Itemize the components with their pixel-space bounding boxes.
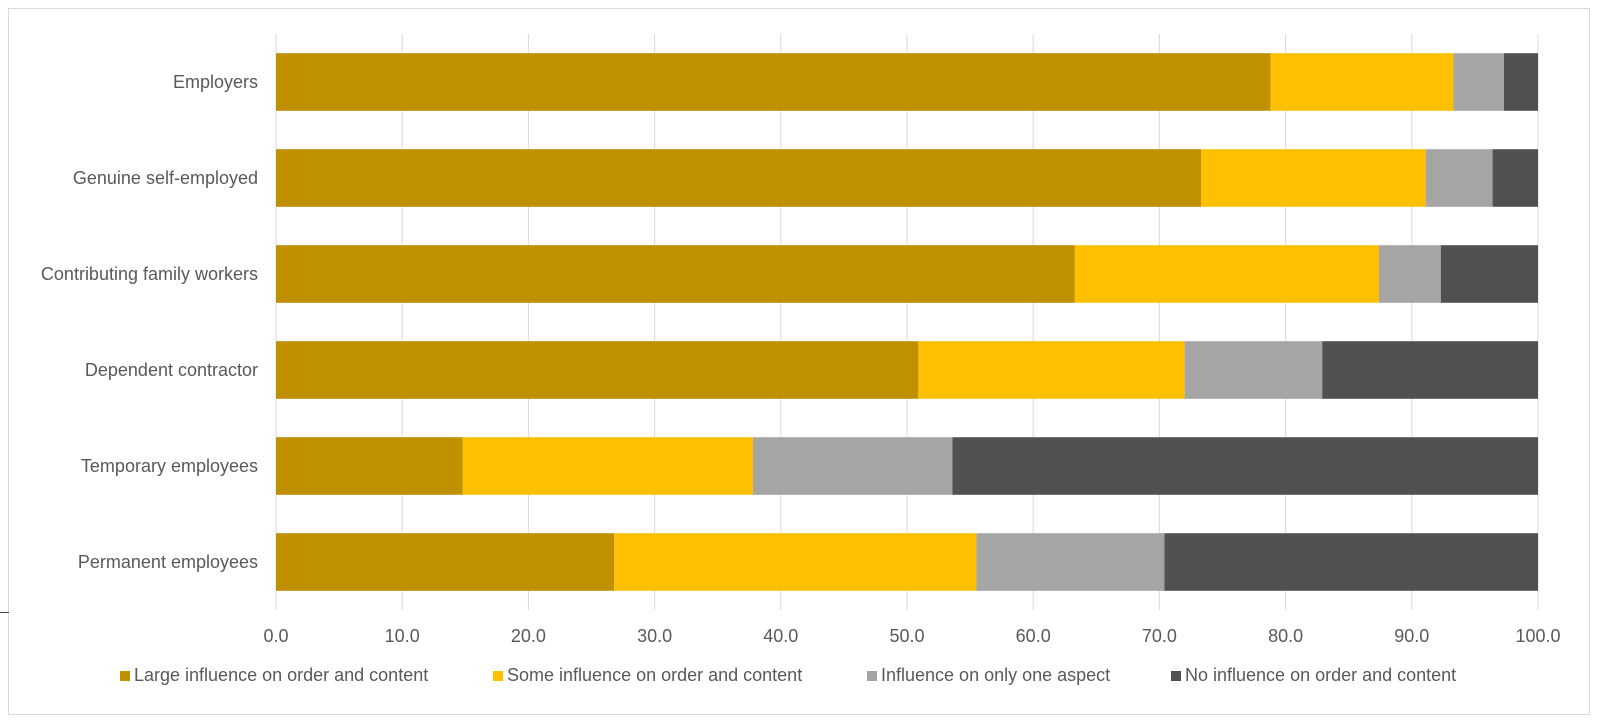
x-tick-label: 10.0 bbox=[385, 626, 420, 646]
bar-segment bbox=[918, 341, 1185, 399]
bar-segment bbox=[976, 533, 1165, 591]
legend-swatch bbox=[1171, 671, 1181, 681]
x-tick-label: 40.0 bbox=[763, 626, 798, 646]
x-tick-label: 100.0 bbox=[1515, 626, 1560, 646]
category-label: Contributing family workers bbox=[41, 264, 258, 284]
bar-segment bbox=[1503, 53, 1538, 111]
bar-segment bbox=[1270, 53, 1454, 111]
x-tick-label: 90.0 bbox=[1394, 626, 1429, 646]
category-label: Dependent contractor bbox=[85, 360, 258, 380]
bar-segment bbox=[276, 245, 1075, 303]
category-label: Employers bbox=[173, 72, 258, 92]
x-tick-label: 70.0 bbox=[1142, 626, 1177, 646]
gridlines bbox=[275, 34, 1539, 610]
bar-segment bbox=[1425, 149, 1493, 207]
legend-label: Some influence on order and content bbox=[507, 665, 802, 685]
legend-label: Large influence on order and content bbox=[134, 665, 428, 685]
x-axis-tick-labels: 0.0 10.0 20.0 30.0 40.0 50.0 60.0 70.0 80.0 90.0 1… bbox=[263, 626, 1560, 646]
bar-segment bbox=[276, 533, 615, 591]
bar-segment bbox=[1201, 149, 1426, 207]
bar-segment bbox=[462, 437, 754, 495]
bar-segment bbox=[1453, 53, 1504, 111]
category-label: Genuine self-employed bbox=[73, 168, 258, 188]
bar-segment bbox=[276, 341, 919, 399]
bar-segment bbox=[276, 149, 1202, 207]
left-edge-tick bbox=[0, 612, 9, 613]
bar-segment bbox=[1164, 533, 1538, 591]
bar-segment bbox=[1492, 149, 1538, 207]
legend-label: No influence on order and content bbox=[1185, 665, 1456, 685]
legend-swatch bbox=[120, 671, 130, 681]
bar-segment bbox=[276, 53, 1271, 111]
x-tick-label: 30.0 bbox=[637, 626, 672, 646]
bar-segment bbox=[276, 437, 463, 495]
bar-segment bbox=[614, 533, 977, 591]
bar-segment bbox=[1074, 245, 1379, 303]
category-label: Permanent employees bbox=[78, 552, 258, 572]
bar-segment bbox=[952, 437, 1538, 495]
x-tick-label: 80.0 bbox=[1268, 626, 1303, 646]
x-tick-label: 0.0 bbox=[263, 626, 288, 646]
category-label: Temporary employees bbox=[81, 456, 258, 476]
legend-swatch bbox=[867, 671, 877, 681]
bar-segment bbox=[1322, 341, 1538, 399]
bar-segment bbox=[1378, 245, 1441, 303]
x-tick-label: 20.0 bbox=[511, 626, 546, 646]
bars bbox=[276, 53, 1538, 591]
bar-segment bbox=[1440, 245, 1538, 303]
x-tick-label: 50.0 bbox=[889, 626, 924, 646]
legend-label: Influence on only one aspect bbox=[881, 665, 1110, 685]
category-labels: Employers Genuine self-employed Contributi… bbox=[41, 72, 258, 572]
bar-segment bbox=[753, 437, 953, 495]
legend-swatch bbox=[493, 671, 503, 681]
bar-segment bbox=[1184, 341, 1323, 399]
legend: Large influence on order and content Some… bbox=[120, 665, 1456, 685]
x-tick-label: 60.0 bbox=[1016, 626, 1051, 646]
